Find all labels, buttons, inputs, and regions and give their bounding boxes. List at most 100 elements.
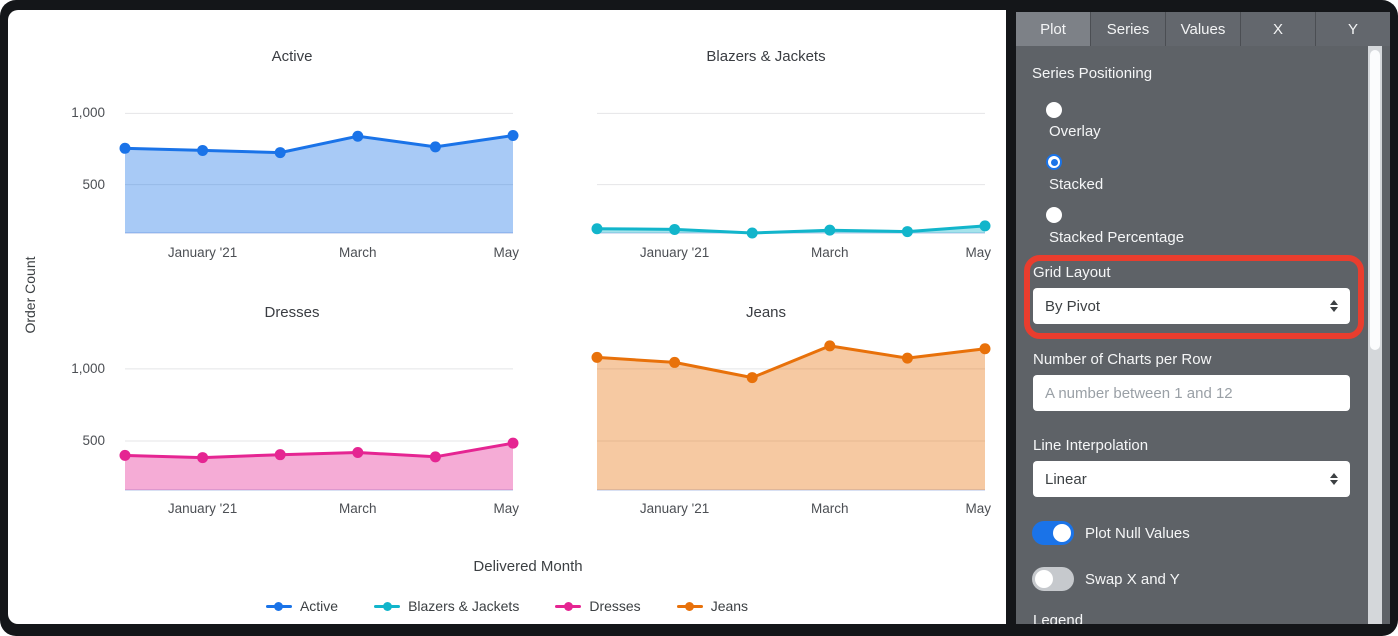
legend-item[interactable]: Blazers & Jackets [374, 598, 519, 614]
plot-null-values-label: Plot Null Values [1085, 525, 1190, 542]
data-point[interactable] [119, 449, 131, 461]
data-point[interactable] [591, 223, 603, 235]
panel-scrollbar-thumb[interactable] [1370, 50, 1380, 350]
x-axis-title: Delivered Month [473, 558, 583, 575]
line-interpolation-value: Linear [1045, 470, 1087, 488]
x-tick-label: January '21 [639, 245, 710, 260]
line-interpolation-select[interactable]: Linear [1033, 461, 1350, 497]
swap-x-y-toggle[interactable] [1032, 567, 1074, 591]
chart-legend: Active Blazers & Jackets Dresses Jeans [8, 598, 1006, 614]
tab-values[interactable]: Values [1165, 12, 1240, 46]
panel-scrollbar-track[interactable] [1368, 46, 1382, 624]
x-tick-label: May [965, 501, 991, 516]
tab-plot[interactable]: Plot [1016, 12, 1090, 46]
y-tick-label: 500 [82, 176, 105, 192]
data-point[interactable] [119, 142, 131, 154]
legend-marker-icon [676, 601, 703, 611]
toggle-knob [1035, 570, 1053, 588]
charts-canvas [119, 112, 991, 491]
tab-series[interactable]: Series [1090, 12, 1165, 46]
data-point[interactable] [669, 223, 681, 235]
data-point[interactable] [746, 372, 758, 384]
x-tick-label: March [339, 245, 377, 260]
y-tick-label: 1,000 [71, 360, 105, 376]
data-point[interactable] [979, 220, 991, 232]
chart-canvas-region: Order Count Delivered Month Active Blazer… [8, 10, 1006, 624]
data-point[interactable] [824, 340, 836, 352]
legend-item[interactable]: Jeans [676, 598, 749, 614]
legend-section-label: Legend [1033, 612, 1084, 624]
y-axis-title: Order Count [22, 256, 38, 334]
radio-stacked-label[interactable]: Stacked [1049, 176, 1104, 193]
tab-x[interactable]: X [1240, 12, 1315, 46]
data-point[interactable] [274, 449, 286, 461]
radio-stacked[interactable] [1046, 154, 1062, 170]
data-point[interactable] [901, 352, 913, 364]
y-tick-label: 500 [82, 432, 105, 448]
toggle-knob [1053, 524, 1071, 542]
data-point[interactable] [429, 141, 441, 153]
legend-label: Blazers & Jackets [408, 598, 520, 614]
legend-label: Jeans [710, 598, 749, 614]
swap-x-y-label: Swap X and Y [1085, 571, 1180, 588]
x-tick-label: March [811, 501, 849, 516]
data-point[interactable] [197, 452, 209, 464]
radio-overlay-label[interactable]: Overlay [1049, 123, 1101, 140]
data-point[interactable] [352, 130, 364, 142]
subplot-title: Jeans [745, 304, 787, 321]
grid-layout-select[interactable]: By Pivot [1033, 288, 1350, 324]
grid-layout-label: Grid Layout [1033, 264, 1111, 281]
grid-layout-value: By Pivot [1045, 297, 1101, 315]
radio-overlay[interactable] [1046, 102, 1062, 118]
x-tick-label: May [965, 245, 991, 260]
subplot-title: Dresses [264, 304, 320, 321]
data-point[interactable] [507, 129, 519, 141]
updown-arrows-icon [1330, 473, 1338, 485]
legend-marker-icon [555, 601, 582, 611]
radio-stacked-percentage-label[interactable]: Stacked Percentage [1049, 229, 1185, 246]
radio-stacked-percentage[interactable] [1046, 207, 1062, 223]
x-tick-label: January '21 [639, 501, 710, 516]
data-point[interactable] [979, 343, 991, 355]
legend-marker-icon [374, 601, 401, 611]
series-line [596, 344, 986, 380]
series-line [124, 441, 514, 460]
data-point[interactable] [352, 447, 364, 459]
data-point[interactable] [824, 224, 836, 236]
data-point[interactable] [591, 351, 603, 363]
subplot-title: Active [271, 48, 313, 65]
line-interpolation-label: Line Interpolation [1033, 437, 1149, 454]
x-tick-label: May [493, 245, 519, 260]
x-tick-label: March [339, 501, 377, 516]
config-tab-bar: Plot Series Values X Y [1016, 12, 1390, 46]
plot-null-values-toggle[interactable] [1032, 521, 1074, 545]
data-point[interactable] [429, 451, 441, 463]
data-point[interactable] [274, 147, 286, 159]
legend-label: Active [299, 598, 339, 614]
legend-label: Dresses [589, 598, 641, 614]
series-area-fill [125, 443, 513, 490]
x-tick-label: May [493, 501, 519, 516]
x-tick-label: January '21 [167, 245, 238, 260]
series-line [596, 224, 986, 235]
charts-per-row-label: Number of Charts per Row [1033, 351, 1212, 368]
x-tick-label: January '21 [167, 501, 238, 516]
legend-item[interactable]: Dresses [555, 598, 641, 614]
tab-y[interactable]: Y [1315, 12, 1390, 46]
series-area-fill [597, 345, 985, 490]
charts-per-row-input[interactable] [1033, 375, 1350, 411]
series-positioning-label: Series Positioning [1032, 65, 1153, 82]
data-point[interactable] [746, 227, 758, 239]
data-point[interactable] [669, 356, 681, 368]
chart-config-panel: Plot Series Values X Y Series Positionin… [1016, 12, 1390, 624]
data-point[interactable] [901, 226, 913, 238]
data-point[interactable] [197, 144, 209, 156]
data-point[interactable] [507, 437, 519, 449]
series-area-fill [125, 135, 513, 233]
legend-item[interactable]: Active [265, 598, 339, 614]
legend-marker-icon [265, 601, 292, 611]
updown-arrows-icon [1330, 300, 1338, 312]
x-tick-label: March [811, 245, 849, 260]
y-tick-label: 1,000 [71, 105, 105, 121]
